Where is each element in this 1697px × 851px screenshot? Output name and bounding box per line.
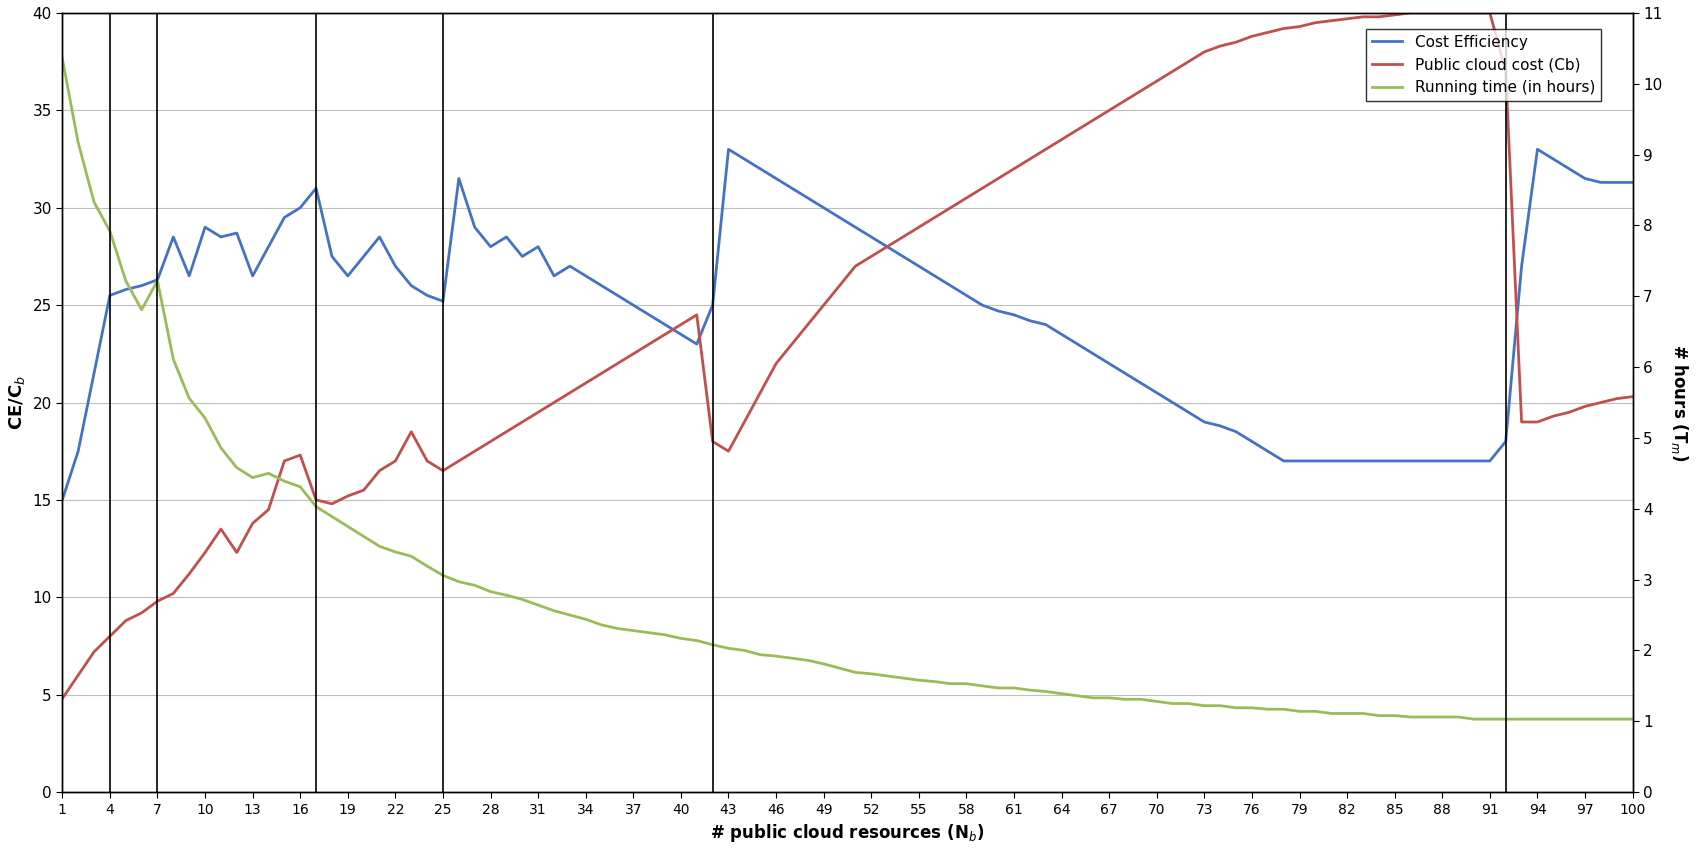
Public cloud cost (Cb) xyxy=(1622,391,1643,402)
Line: Running time (in hours): Running time (in hours) xyxy=(63,58,1633,719)
Cost Efficiency xyxy=(417,290,438,300)
Public cloud cost (Cb) xyxy=(1512,417,1532,427)
Cost Efficiency xyxy=(53,494,73,505)
Y-axis label: CE/C$_b$: CE/C$_b$ xyxy=(7,375,27,430)
Cost Efficiency xyxy=(1005,310,1025,320)
Cost Efficiency xyxy=(877,242,898,252)
Running time (in hours) xyxy=(353,531,373,541)
Y-axis label: # hours (T$_m$): # hours (T$_m$) xyxy=(1670,344,1690,461)
Running time (in hours) xyxy=(1512,714,1532,724)
Public cloud cost (Cb) xyxy=(417,456,438,466)
Running time (in hours) xyxy=(53,53,73,63)
Public cloud cost (Cb) xyxy=(988,174,1008,184)
Line: Cost Efficiency: Cost Efficiency xyxy=(63,149,1633,500)
Cost Efficiency xyxy=(1560,163,1580,174)
Legend: Cost Efficiency, Public cloud cost (Cb), Running time (in hours): Cost Efficiency, Public cloud cost (Cb),… xyxy=(1366,29,1602,101)
Line: Public cloud cost (Cb): Public cloud cost (Cb) xyxy=(63,13,1633,699)
Cost Efficiency xyxy=(1622,177,1643,187)
Public cloud cost (Cb) xyxy=(860,251,881,261)
Running time (in hours) xyxy=(1622,714,1643,724)
Running time (in hours) xyxy=(860,669,881,679)
Public cloud cost (Cb) xyxy=(1560,407,1580,417)
Running time (in hours) xyxy=(1465,714,1485,724)
Running time (in hours) xyxy=(1560,714,1580,724)
Running time (in hours) xyxy=(988,683,1008,693)
Cost Efficiency xyxy=(353,251,373,261)
Running time (in hours) xyxy=(417,561,438,571)
Public cloud cost (Cb) xyxy=(353,485,373,495)
Cost Efficiency xyxy=(1512,261,1532,271)
Cost Efficiency xyxy=(718,144,738,154)
Public cloud cost (Cb) xyxy=(53,694,73,704)
X-axis label: # public cloud resources (N$_b$): # public cloud resources (N$_b$) xyxy=(711,822,984,844)
Public cloud cost (Cb) xyxy=(1400,8,1420,18)
